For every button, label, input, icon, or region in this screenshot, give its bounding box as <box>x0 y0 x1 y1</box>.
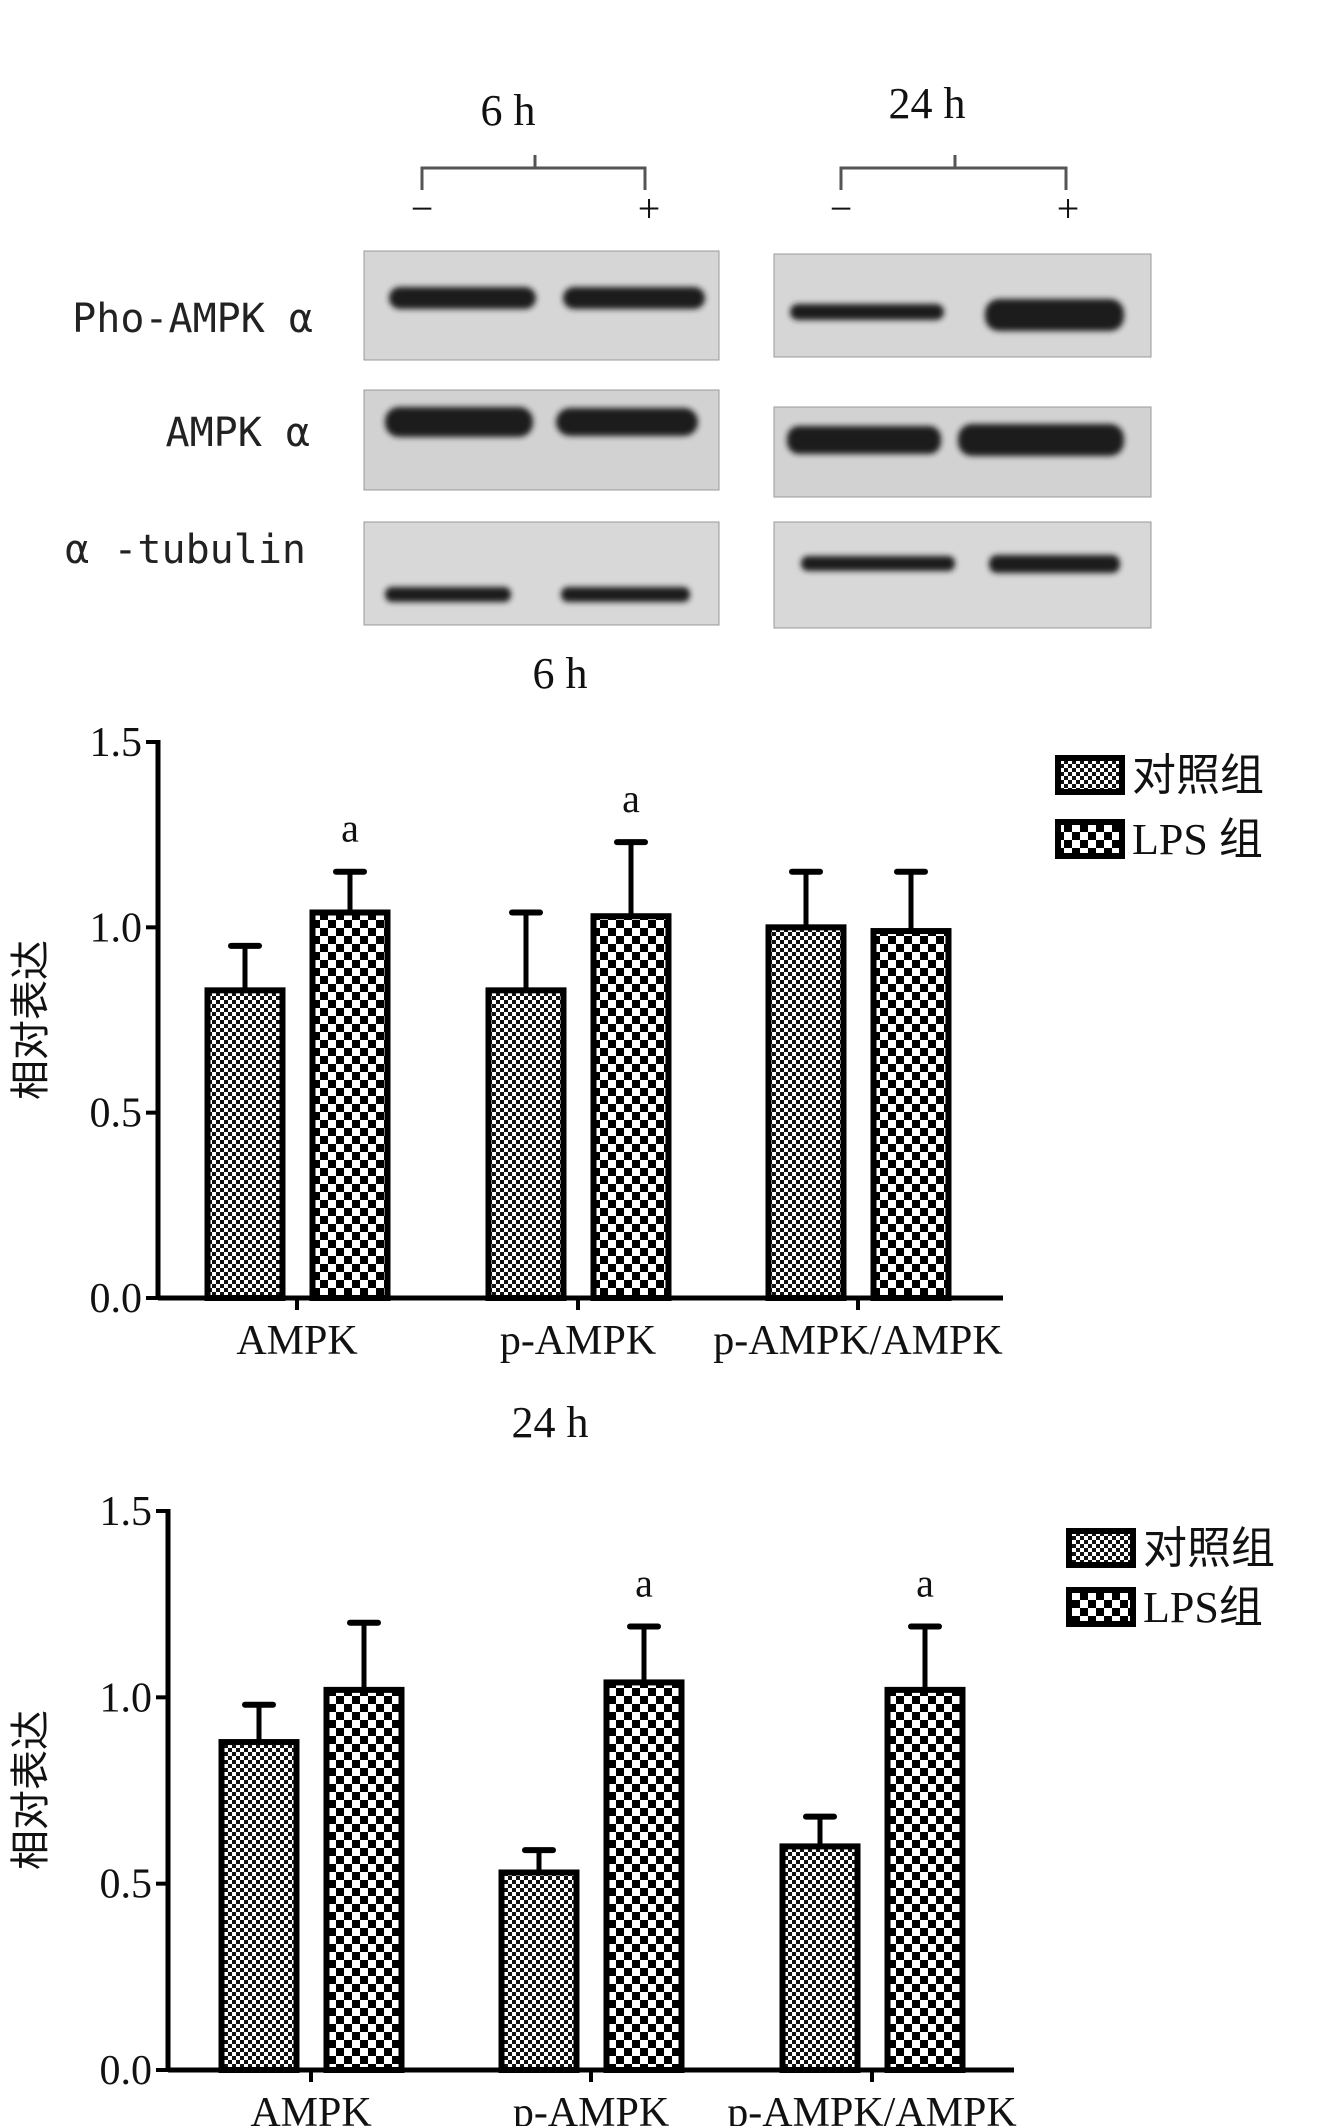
bar-lps <box>309 909 391 1301</box>
y-tick-label: 1.5 <box>100 1489 153 1535</box>
blot-time-24h: 24 h <box>889 79 966 128</box>
bar-lps <box>884 1686 966 2073</box>
bracket-24h <box>839 155 1068 190</box>
bar-control <box>204 987 286 1301</box>
legend-swatch <box>1066 1587 1136 1627</box>
legend-label: 对照组 <box>1143 1524 1275 1573</box>
minus-24h: − <box>830 186 853 231</box>
blot-time-6h: 6 h <box>481 86 536 135</box>
y-tick-label: 0.5 <box>100 1862 153 1908</box>
legend-swatch <box>1055 755 1125 795</box>
significance-mark: a <box>916 1561 934 1606</box>
y-tick-label: 1.0 <box>90 905 143 951</box>
plus-6h: + <box>638 186 661 231</box>
blot-panel-6h <box>363 250 720 626</box>
y-tick-label: 0.0 <box>100 2048 153 2094</box>
row-label-ampk: AMPK α <box>166 410 311 456</box>
x-tick-label: p-AMPK/AMPK <box>713 1318 1002 1364</box>
y-axis-label: 相对表达 <box>8 1710 53 1870</box>
band <box>958 424 1124 456</box>
significance-mark: a <box>635 1561 653 1606</box>
minus-6h: − <box>411 186 434 231</box>
band <box>985 299 1124 331</box>
band <box>561 587 690 602</box>
y-tick-label: 1.0 <box>100 1675 153 1721</box>
bar-control <box>779 1843 861 2074</box>
x-tick-label: AMPK <box>250 2090 371 2126</box>
western-blot: 6 h 24 h − + − + Pho-AMPK α AMPK α α -tu… <box>65 79 1152 629</box>
legend-label: LPS 组 <box>1132 815 1263 864</box>
x-tick-label: AMPK <box>236 1318 357 1364</box>
significance-mark: a <box>622 776 640 821</box>
band <box>787 426 941 454</box>
band <box>801 556 955 571</box>
bar-control <box>498 1869 580 2074</box>
legend-swatch <box>1066 1528 1136 1568</box>
bar-lps <box>870 928 952 1301</box>
legend-label: LPS组 <box>1143 1583 1263 1632</box>
bar-lps <box>323 1686 405 2073</box>
plus-24h: + <box>1057 186 1080 231</box>
significance-mark: a <box>341 806 359 851</box>
bar-control <box>218 1739 300 2073</box>
x-tick-label: p-AMPK <box>500 1318 656 1364</box>
y-axis-label: 相对表达 <box>8 940 53 1100</box>
row-label-pho-ampk: Pho-AMPK α <box>72 296 313 342</box>
y-tick-label: 0.5 <box>90 1091 143 1137</box>
row-label-tubulin: α -tubulin <box>65 527 306 573</box>
band <box>563 287 705 309</box>
chart-6h: 6 h 相对表达 0.0 0.5 1.0 1.5 AMPK p-AMPK p-AMPK/AMPK… <box>8 649 1264 1364</box>
x-tick-label: p-AMPK <box>513 2090 669 2126</box>
y-tick-label: 0.0 <box>90 1276 143 1322</box>
chart-title: 24 h <box>512 1398 589 1447</box>
band <box>389 287 536 309</box>
chart-24h: 24 h 相对表达 0.0 0.5 1.0 1.5 AMPK p-AMPK p-AMPK/AMP… <box>8 1398 1275 2126</box>
band <box>790 304 944 320</box>
bar-lps <box>590 913 672 1301</box>
x-tick-label: p-AMPK/AMPK <box>727 2090 1016 2126</box>
bar-lps <box>603 1679 685 2073</box>
blot-panel-24h <box>773 253 1152 629</box>
bar-control <box>485 987 567 1301</box>
bracket-6h <box>420 155 647 190</box>
band <box>556 408 698 436</box>
legend-label: 对照组 <box>1132 751 1264 800</box>
chart-title: 6 h <box>533 649 588 698</box>
legend-swatch <box>1055 819 1125 859</box>
band <box>385 407 533 437</box>
bar-control <box>765 924 847 1301</box>
y-tick-label: 1.5 <box>90 720 143 766</box>
band <box>385 587 511 602</box>
band <box>989 555 1120 573</box>
